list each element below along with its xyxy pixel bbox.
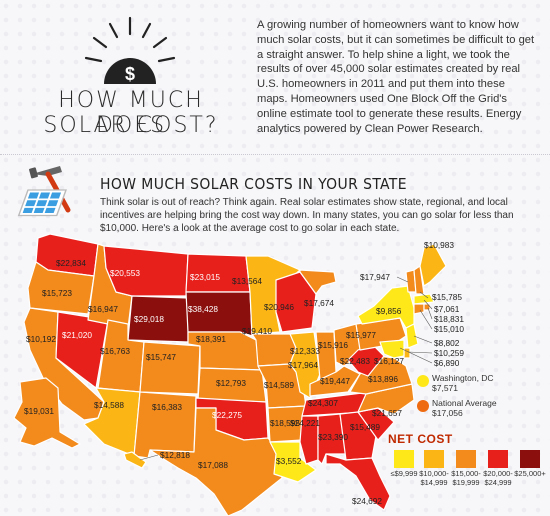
dollar-sun-icon: $ bbox=[84, 16, 176, 84]
legend-range-tier2: $10,000- $14,999 bbox=[419, 469, 449, 487]
state-MI bbox=[299, 269, 337, 295]
us-state-cost-map: $22,834 $15,723 $10,192 $21,020 $16,947 … bbox=[13, 233, 464, 516]
state-label-MI: $17,674 bbox=[304, 298, 334, 308]
intro-paragraph: A growing number of homeowners want to k… bbox=[257, 19, 535, 135]
legend-average-value: $17,056 bbox=[432, 408, 463, 418]
state-label-MD: $6,890 bbox=[434, 358, 460, 368]
state-label-NH: $15,785 bbox=[432, 292, 462, 302]
state-MD bbox=[379, 339, 405, 359]
state-label-NV: $21,020 bbox=[62, 330, 92, 340]
legend-dc: Washington, DC $7,571 bbox=[432, 373, 494, 393]
dc-marker bbox=[417, 375, 429, 387]
state-NJ bbox=[405, 323, 419, 349]
legend-dc-label: Washington, DC bbox=[432, 373, 494, 383]
state-label-CA: $10,192 bbox=[26, 334, 56, 344]
state-label-CO: $15,747 bbox=[146, 352, 176, 362]
state-ME bbox=[419, 243, 447, 287]
state-MA bbox=[413, 293, 435, 305]
state-SD bbox=[185, 291, 253, 337]
section-title: HOW MUCH SOLAR COSTS IN YOUR STATE bbox=[100, 175, 407, 193]
legend-range-tier3: $15,000- $19,999 bbox=[451, 469, 481, 487]
state-label-OH: $15,916 bbox=[318, 340, 348, 350]
state-label-KY: $19,447 bbox=[320, 376, 350, 386]
state-label-WV: $22,483 bbox=[340, 356, 370, 366]
state-MS bbox=[299, 415, 319, 465]
state-label-KS: $12,793 bbox=[216, 378, 246, 388]
state-label-AZ: $14,588 bbox=[94, 400, 124, 410]
legend-swatch-tier4 bbox=[488, 450, 508, 468]
svg-text:$: $ bbox=[125, 64, 135, 84]
state-label-TX: $17,088 bbox=[198, 460, 228, 470]
state-label-ME: $10,983 bbox=[424, 240, 454, 250]
state-label-VT: $17,947 bbox=[360, 272, 390, 282]
state-label-VA: $16,127 bbox=[374, 356, 404, 366]
state-NY bbox=[357, 285, 415, 329]
state-label-OK: $22,275 bbox=[212, 410, 242, 420]
state-AK bbox=[13, 377, 81, 449]
state-label-MS: $24,221 bbox=[290, 418, 320, 428]
legend-swatch-tier5 bbox=[520, 450, 540, 468]
state-label-PA: $15,977 bbox=[346, 330, 376, 340]
state-label-TN: $24,307 bbox=[308, 398, 338, 408]
state-label-RI: $18,831 bbox=[434, 314, 464, 324]
state-label-IL: $12,333 bbox=[290, 346, 320, 356]
state-label-MT: $20,553 bbox=[110, 268, 140, 278]
state-label-DE: $10,259 bbox=[434, 348, 464, 358]
state-label-LA: $3,552 bbox=[276, 456, 302, 466]
state-label-MN: $13,564 bbox=[232, 276, 262, 286]
state-label-GA: $15,489 bbox=[350, 422, 380, 432]
legend-dc-value: $7,571 bbox=[432, 383, 458, 393]
section-divider bbox=[0, 154, 550, 155]
state-label-NE: $18,391 bbox=[196, 334, 226, 344]
state-label-WA: $22,834 bbox=[56, 258, 86, 268]
state-label-MO: $14,589 bbox=[264, 380, 294, 390]
state-label-ND: $23,015 bbox=[190, 272, 220, 282]
section-description: Think solar is out of reach? Think again… bbox=[100, 197, 514, 234]
state-NH bbox=[413, 265, 425, 295]
state-RI bbox=[423, 303, 431, 311]
solar-panel-hammer-icon bbox=[17, 166, 71, 217]
state-DE bbox=[403, 347, 411, 359]
page-title-line1: HOW MUCH DOES bbox=[58, 88, 204, 138]
state-label-MA: $7,061 bbox=[434, 304, 460, 314]
legend-swatch-tier1 bbox=[394, 450, 414, 468]
state-label-SD: $38,428 bbox=[188, 304, 218, 314]
state-label-ID: $16,947 bbox=[88, 304, 118, 314]
state-LA bbox=[269, 441, 317, 483]
state-label-OR: $15,723 bbox=[42, 288, 72, 298]
state-label-CT: $15,010 bbox=[434, 324, 464, 334]
state-HI bbox=[123, 451, 147, 469]
legend-swatch-tier2 bbox=[424, 450, 444, 468]
state-CO bbox=[139, 341, 201, 395]
state-label-UT: $16,763 bbox=[100, 346, 130, 356]
state-label-FL: $24,692 bbox=[352, 496, 382, 506]
legend-range-tier1: ≤$9,999 bbox=[390, 469, 418, 478]
state-label-NY: $9,856 bbox=[376, 306, 402, 316]
legend-range-tier5: $25,000+ bbox=[514, 469, 546, 478]
average-marker bbox=[417, 400, 429, 412]
state-label-NJ: $8,802 bbox=[434, 338, 460, 348]
state-label-IN: $17,964 bbox=[288, 360, 318, 370]
state-label-AK: $19,031 bbox=[24, 406, 54, 416]
state-CT bbox=[413, 303, 425, 315]
state-label-AL: $23,390 bbox=[318, 432, 348, 442]
state-IL bbox=[289, 331, 321, 399]
page-title-line2: SOLAR COST? bbox=[43, 113, 219, 138]
state-label-WI: $20,946 bbox=[264, 302, 294, 312]
state-label-SC: $21,657 bbox=[372, 408, 402, 418]
state-OR bbox=[27, 261, 95, 315]
state-label-NC: $13,896 bbox=[368, 374, 398, 384]
state-label-AR: $18,595 bbox=[270, 418, 300, 428]
legend-average: National Average $17,056 bbox=[432, 398, 497, 418]
legend-swatch-tier3 bbox=[456, 450, 476, 468]
state-label-HI: $12,818 bbox=[160, 450, 190, 460]
legend-average-label: National Average bbox=[432, 398, 497, 408]
legend-range-tier4: $20,000- $24,999 bbox=[483, 469, 513, 487]
state-label-NM: $16,383 bbox=[152, 402, 182, 412]
state-label-IA: $19,410 bbox=[242, 326, 272, 336]
state-FL bbox=[325, 453, 391, 511]
state-label-WY: $29,018 bbox=[134, 314, 164, 324]
net-cost-legend-title: NET COST bbox=[388, 432, 453, 446]
state-TX bbox=[149, 407, 283, 516]
